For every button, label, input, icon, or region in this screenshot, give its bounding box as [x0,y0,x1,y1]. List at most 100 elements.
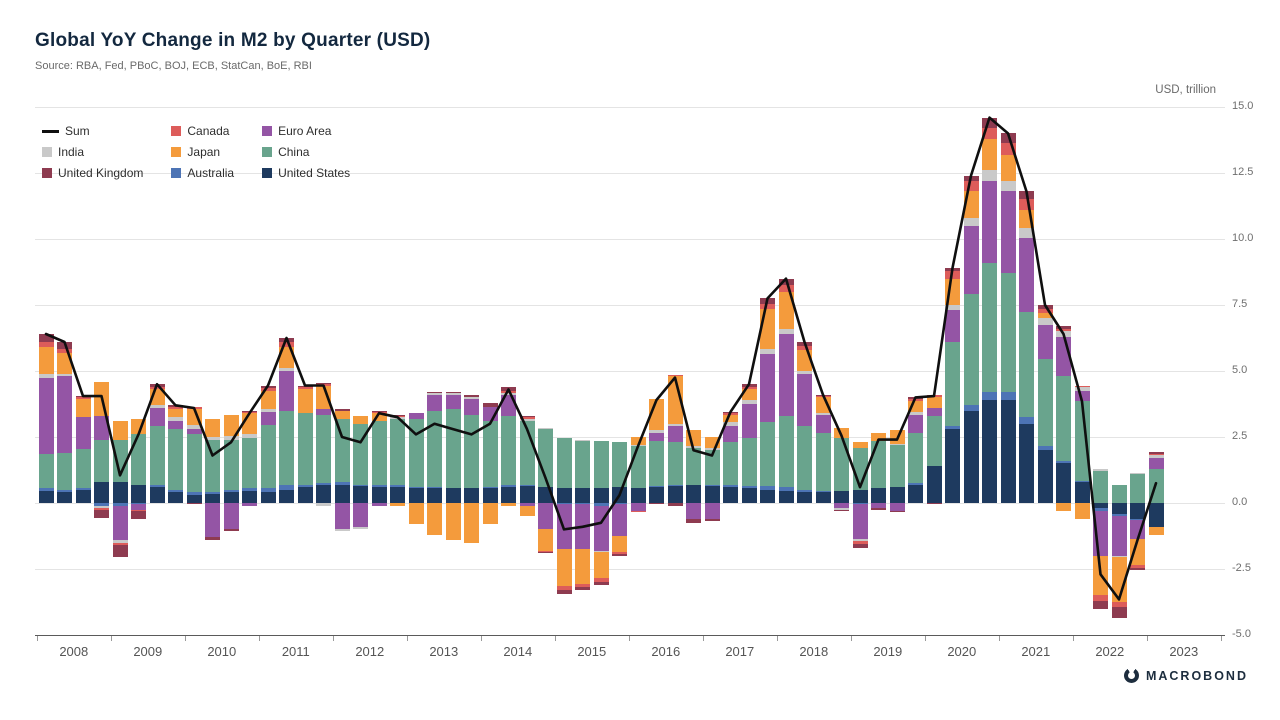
bar-segment [168,421,183,430]
bar-segment [112,545,128,558]
bar-segment [316,483,331,485]
bar-segment [1074,503,1090,519]
bar-segment [519,485,535,503]
bar-segment [963,180,979,192]
bar-segment [1000,273,1016,393]
bar-segment [408,488,424,503]
legend-item-china: China [262,145,350,159]
x-axis-tick [776,636,778,641]
bar-segment [57,492,72,503]
bar-segment [519,415,535,418]
bar-segment [371,421,387,485]
gridline [35,173,1225,174]
bar-segment [464,503,479,543]
bar-segment [741,389,757,401]
bar-segment [297,386,313,390]
bar-segment [334,418,350,482]
x-axis-year-label: 2014 [503,644,533,659]
bar-segment [908,483,923,485]
bar-segment [427,487,442,489]
macrobond-logo: MACROBOND [1123,668,1248,683]
bar-segment [223,489,239,493]
bar-segment [223,492,239,503]
bar-segment [667,503,683,506]
bar-segment [445,488,461,503]
bar-segment [852,442,868,448]
bar-segment [501,503,516,506]
bar-segment [168,489,183,493]
gridline [35,107,1225,108]
bar-segment [223,435,239,440]
bar-segment [538,503,553,530]
bar-segment [908,411,923,415]
x-axis-year-label: 2018 [799,644,829,659]
bar-segment [112,421,128,440]
bar-segment [741,404,757,439]
bar-segment [112,539,128,543]
bar-segment [797,492,812,503]
bar-segment [57,348,72,353]
bar-segment [482,488,498,503]
bar-segment [760,485,775,490]
bar-segment [353,484,368,486]
bar-segment [390,484,405,488]
bar-segment [279,341,294,348]
bar-segment [1000,392,1016,401]
bar-segment [57,352,72,374]
legend-label: Australia [187,166,235,180]
legend-label: United Kingdom [58,166,144,180]
bar-segment [408,503,424,525]
gridline [35,305,1225,306]
macrobond-wordmark: MACROBOND [1145,668,1248,683]
bar-segment [427,393,442,395]
bar-segment [112,505,128,540]
bar-segment [575,440,590,489]
bar-segment [94,439,109,482]
bar-segment [205,437,220,440]
bar-segment [926,466,942,503]
bar-segment [260,411,276,426]
bar-segment [778,415,794,488]
bar-segment [260,409,276,412]
x-axis-year-label: 2010 [207,644,237,659]
bar-segment [1037,450,1053,503]
bar-segment [926,503,942,505]
gridline [35,239,1225,240]
bar-segment [649,433,664,441]
bar-segment [1111,555,1127,558]
bar-segment [390,503,405,506]
bar-segment [556,590,572,595]
bar-segment [279,368,294,371]
bar-segment [593,582,609,585]
bar-segment [686,503,701,519]
bar-segment [38,491,54,503]
bar-segment [38,454,54,489]
bar-segment [149,484,165,488]
bar-segment [168,409,183,418]
y-axis-tick-label: 12.5 [1232,166,1254,178]
bar-segment [205,418,220,437]
bar-segment [723,442,738,485]
bar-segment [612,554,627,556]
bar-segment [445,394,461,410]
bar-segment [834,491,849,503]
legend-item-canada: Canada [171,124,234,138]
euro-area-swatch [262,126,273,136]
x-axis-year-label: 2020 [947,644,977,659]
bar-segment [575,587,590,591]
bar-segment [223,414,239,436]
bar-segment [1074,390,1090,402]
bar-segment [519,503,535,506]
bar-segment [279,484,294,490]
bar-segment [1056,460,1071,464]
bar-segment [57,376,72,453]
bar-segment [371,503,387,506]
bar-segment [131,503,146,505]
x-axis-tick [628,636,630,641]
bar-segment [852,504,868,539]
bar-segment [205,503,220,538]
bar-segment [464,394,479,398]
bar-segment [667,442,683,485]
bar-segment [334,409,350,411]
bar-segment [852,538,868,542]
